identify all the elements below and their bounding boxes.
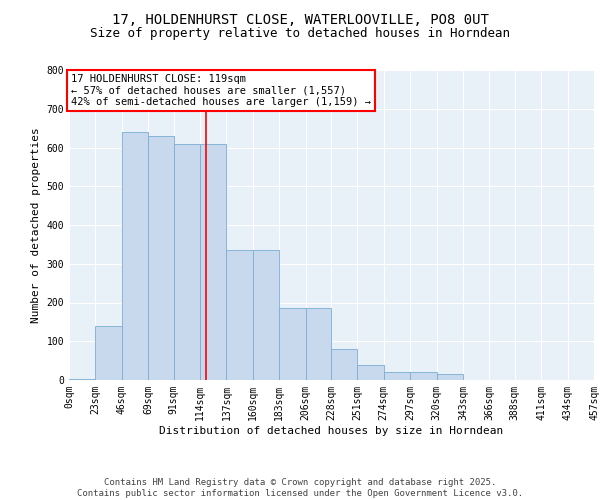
Bar [437,374,463,380]
Bar [95,326,122,380]
Y-axis label: Number of detached properties: Number of detached properties [31,127,41,323]
Bar [226,250,253,380]
Text: 17 HOLDENHURST CLOSE: 119sqm
← 57% of detached houses are smaller (1,557)
42% of: 17 HOLDENHURST CLOSE: 119sqm ← 57% of de… [71,74,371,107]
Bar [253,250,279,380]
Bar [358,364,384,380]
Text: 17, HOLDENHURST CLOSE, WATERLOOVILLE, PO8 0UT: 17, HOLDENHURST CLOSE, WATERLOOVILLE, PO… [112,12,488,26]
Bar [384,372,410,380]
Bar [173,144,200,380]
Bar [279,308,305,380]
Bar [148,136,173,380]
Bar [331,349,358,380]
Bar [122,132,148,380]
Text: Size of property relative to detached houses in Horndean: Size of property relative to detached ho… [90,28,510,40]
Bar [69,379,95,380]
Bar [410,372,437,380]
Bar [200,144,226,380]
Text: Contains HM Land Registry data © Crown copyright and database right 2025.
Contai: Contains HM Land Registry data © Crown c… [77,478,523,498]
Bar [305,308,331,380]
X-axis label: Distribution of detached houses by size in Horndean: Distribution of detached houses by size … [160,426,503,436]
